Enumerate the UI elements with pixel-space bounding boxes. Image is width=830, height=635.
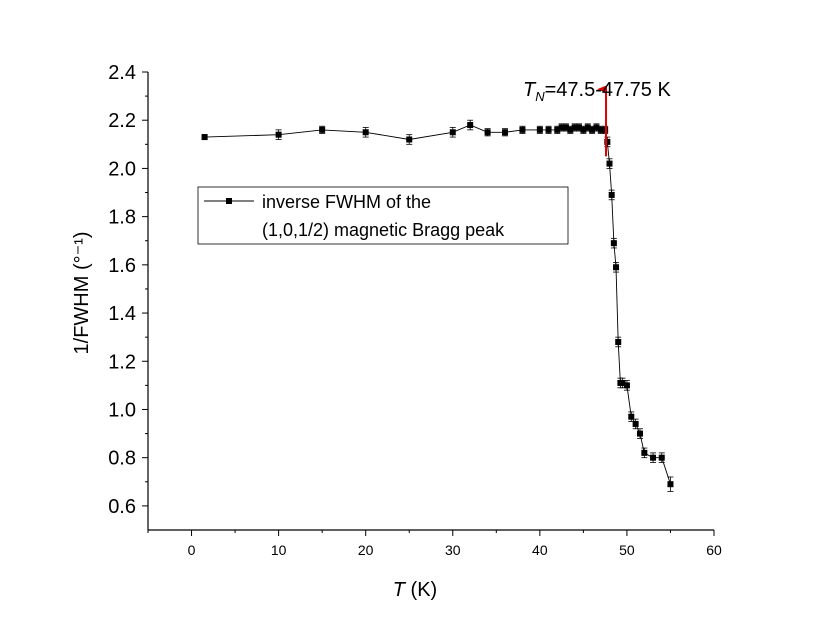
data-point [608, 191, 615, 198]
data-point [623, 382, 630, 389]
data-point [571, 124, 578, 131]
data-point [319, 126, 326, 133]
data-point [597, 126, 604, 133]
data-point [589, 126, 596, 133]
data-point [558, 124, 565, 131]
x-axis-title: T (K) [393, 579, 437, 601]
data-point [567, 126, 574, 133]
x-tick-label: 0 [188, 542, 196, 558]
axes: 0 10 20 30 40 50 60 0.6 0.8 1.0 1.2 1.4 1.6 1.8 2.0 2.2… [108, 62, 722, 558]
data-point [536, 126, 543, 133]
data-point [467, 122, 474, 129]
data-point [584, 124, 591, 131]
y-axis-title: 1/FWHM (°⁻¹) [71, 232, 93, 355]
neel-value: =47.5-47.75 K [545, 79, 672, 101]
x-tick-label: 50 [619, 542, 635, 558]
x-tick-label: 60 [706, 542, 722, 558]
data-point [619, 379, 626, 386]
data-point [545, 126, 552, 133]
data-point [519, 126, 526, 133]
legend: inverse FWHM of the (1,0,1/2) magnetic B… [197, 186, 569, 245]
data-point [615, 338, 622, 345]
data-point [484, 129, 491, 136]
y-tick-label: 2.0 [108, 158, 136, 180]
y-tick-label: 2.2 [108, 110, 136, 132]
data-point [628, 413, 635, 420]
data-point [362, 129, 369, 136]
y-tick-label: 1.8 [108, 207, 136, 229]
data-point [667, 481, 674, 488]
data-point [613, 264, 620, 271]
y-tick-label: 0.8 [108, 448, 136, 470]
data-point [606, 160, 613, 167]
x-axis-symbol: T [393, 579, 407, 601]
data-point [593, 124, 600, 131]
legend-label-line1: inverse FWHM of the [262, 192, 431, 212]
y-tick-label: 1.2 [108, 351, 136, 373]
neel-symbol: T [523, 79, 537, 101]
neel-subscript: N [535, 89, 545, 104]
legend-label-line2: (1,0,1/2) magnetic Bragg peak [262, 220, 505, 240]
y-tick-label: 2.4 [108, 62, 136, 84]
x-tick-label: 20 [358, 542, 374, 558]
x-tick-label: 10 [271, 542, 287, 558]
data-point [650, 454, 657, 461]
data-point [636, 430, 643, 437]
y-tick-label: 1.4 [108, 303, 136, 325]
y-tick-label: 1.0 [108, 399, 136, 421]
data-point [576, 124, 583, 131]
neel-temperature-annotation: TN=47.5-47.75 K [523, 79, 671, 157]
plot-area [201, 119, 674, 492]
y-tick-label: 1.6 [108, 255, 136, 277]
data-point [554, 126, 561, 133]
legend-box [197, 186, 569, 245]
y-tick-label: 0.6 [108, 496, 136, 518]
data-point [562, 124, 569, 131]
data-point [658, 454, 665, 461]
data-point [502, 129, 509, 136]
neel-label: TN=47.5-47.75 K [523, 79, 671, 104]
data-point [610, 240, 617, 247]
data-point [275, 131, 282, 138]
x-axis-unit: (K) [411, 579, 438, 601]
data-point [406, 136, 413, 143]
legend-marker [226, 198, 232, 204]
data-point [449, 129, 456, 136]
series-line [204, 124, 671, 485]
data-point [580, 126, 587, 133]
x-tick-label: 40 [532, 542, 548, 558]
data-point [604, 138, 611, 145]
data-point [201, 134, 208, 141]
x-tick-label: 30 [445, 542, 461, 558]
data-point [641, 449, 648, 456]
data-point [632, 420, 639, 427]
